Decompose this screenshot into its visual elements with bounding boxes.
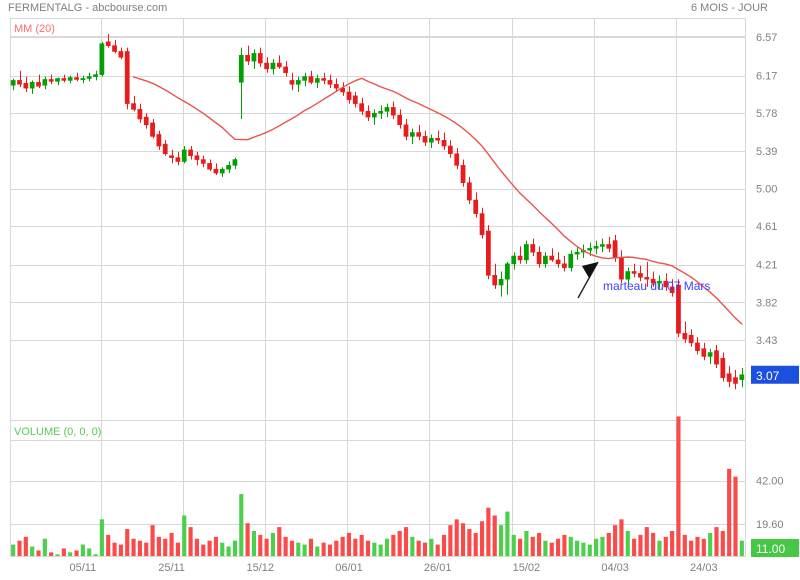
svg-text:15/02: 15/02 [513, 562, 541, 574]
moving-average-line [132, 76, 743, 325]
chart-title: FERMENTALG - abcbourse.com [8, 2, 168, 14]
svg-text:3.43: 3.43 [756, 335, 777, 347]
candlestick-layer [10, 34, 745, 390]
annotation-layer: marteau du 07 Mars [577, 261, 710, 299]
axis-labels-layer: MM (20) VOLUME (0, 0, 0) 6.57 6.17 5.78 5.39 5… [14, 23, 784, 574]
svg-text:3.82: 3.82 [756, 297, 777, 309]
svg-text:6.17: 6.17 [756, 71, 777, 83]
chart-header: FERMENTALG - abcbourse.com 6 MOIS - JOUR [0, 0, 800, 17]
svg-text:25/11: 25/11 [158, 562, 185, 574]
svg-text:05/11: 05/11 [70, 562, 97, 574]
svg-text:4.61: 4.61 [756, 221, 777, 233]
svg-text:5.00: 5.00 [756, 184, 777, 196]
svg-text:6.57: 6.57 [756, 32, 777, 44]
svg-text:3.07: 3.07 [756, 369, 780, 383]
svg-text:5.39: 5.39 [756, 146, 777, 158]
svg-text:42.00: 42.00 [756, 476, 784, 488]
svg-text:MM (20): MM (20) [14, 23, 55, 35]
svg-text:marteau du 07 Mars: marteau du 07 Mars [603, 279, 710, 293]
chart-period: 6 MOIS - JOUR [690, 2, 768, 14]
svg-text:4.21: 4.21 [756, 260, 777, 272]
svg-text:26/01: 26/01 [424, 562, 452, 574]
svg-text:5.78: 5.78 [756, 108, 777, 120]
svg-text:19.60: 19.60 [756, 519, 784, 531]
svg-text:VOLUME (0, 0, 0): VOLUME (0, 0, 0) [14, 426, 101, 438]
svg-text:11.00: 11.00 [756, 542, 785, 556]
svg-text:06/01: 06/01 [335, 562, 363, 574]
svg-text:24/03: 24/03 [690, 562, 718, 574]
svg-text:04/03: 04/03 [601, 562, 629, 574]
svg-text:15/12: 15/12 [247, 562, 275, 574]
volume-bars-layer [11, 416, 744, 556]
price-badges-layer: 3.07 11.00 [751, 365, 799, 557]
